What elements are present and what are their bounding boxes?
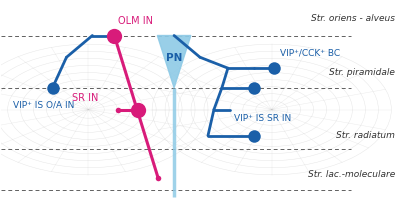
Text: SR IN: SR IN bbox=[72, 93, 99, 102]
Text: Str. oriens - alveus: Str. oriens - alveus bbox=[311, 14, 395, 23]
Text: VIP⁺ IS SR IN: VIP⁺ IS SR IN bbox=[234, 114, 291, 123]
Text: VIP⁺/CCK⁺ BC: VIP⁺/CCK⁺ BC bbox=[280, 48, 340, 57]
Text: OLM IN: OLM IN bbox=[118, 16, 153, 26]
Text: Str. radiatum: Str. radiatum bbox=[336, 131, 395, 140]
Text: PN: PN bbox=[166, 53, 182, 63]
Text: Str. piramidale: Str. piramidale bbox=[330, 68, 395, 77]
Polygon shape bbox=[157, 35, 191, 88]
Text: VIP⁺ IS O/A IN: VIP⁺ IS O/A IN bbox=[13, 101, 74, 110]
Text: Str. lac.-moleculare: Str. lac.-moleculare bbox=[308, 170, 395, 179]
